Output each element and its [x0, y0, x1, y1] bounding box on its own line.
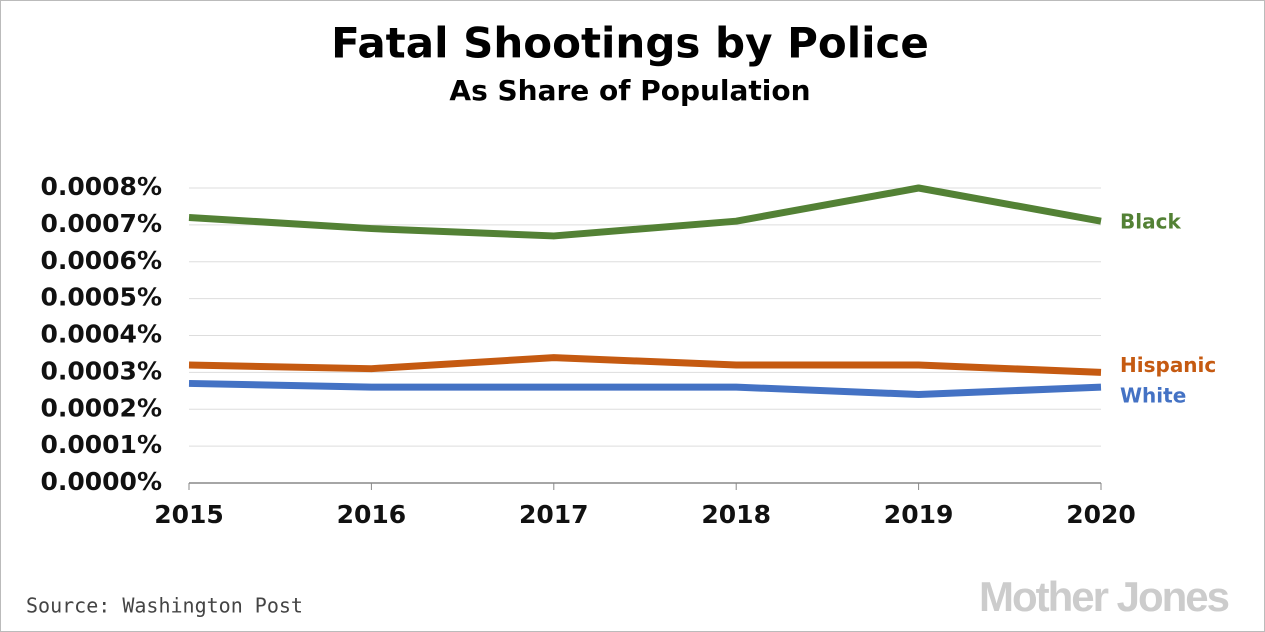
y-tick-label: 0.0004% [40, 320, 162, 349]
watermark: Mother Jones [979, 573, 1229, 620]
series-line [188, 354, 1102, 376]
y-tick-label: 0.0006% [40, 246, 162, 275]
legend-label: Hispanic [1120, 353, 1216, 377]
x-tick-label: 2017 [519, 500, 589, 529]
y-tick-label: 0.0001% [40, 430, 162, 459]
series-line [188, 184, 1102, 240]
y-tick-label: 0.0000% [40, 467, 162, 496]
x-tick-label: 2018 [701, 500, 771, 529]
legend-label: Black [1120, 210, 1181, 234]
chart-subtitle: As Share of Population [449, 74, 810, 107]
series-line [188, 379, 1102, 398]
source: Source: Washington Post [26, 594, 303, 618]
x-tick-label: 2019 [884, 500, 954, 529]
y-tick-label: 0.0005% [40, 283, 162, 312]
x-tick-label: 2020 [1066, 500, 1136, 529]
x-tick-label: 2016 [337, 500, 407, 529]
y-tick-label: 0.0002% [40, 393, 162, 422]
chart-title: Fatal Shootings by Police [331, 19, 929, 68]
y-tick-label: 0.0003% [40, 356, 162, 385]
y-tick-label: 0.0007% [40, 209, 162, 238]
y-tick-label: 0.0008% [40, 172, 162, 201]
x-tick-label: 2015 [154, 500, 224, 529]
legend-label: White [1120, 384, 1186, 408]
